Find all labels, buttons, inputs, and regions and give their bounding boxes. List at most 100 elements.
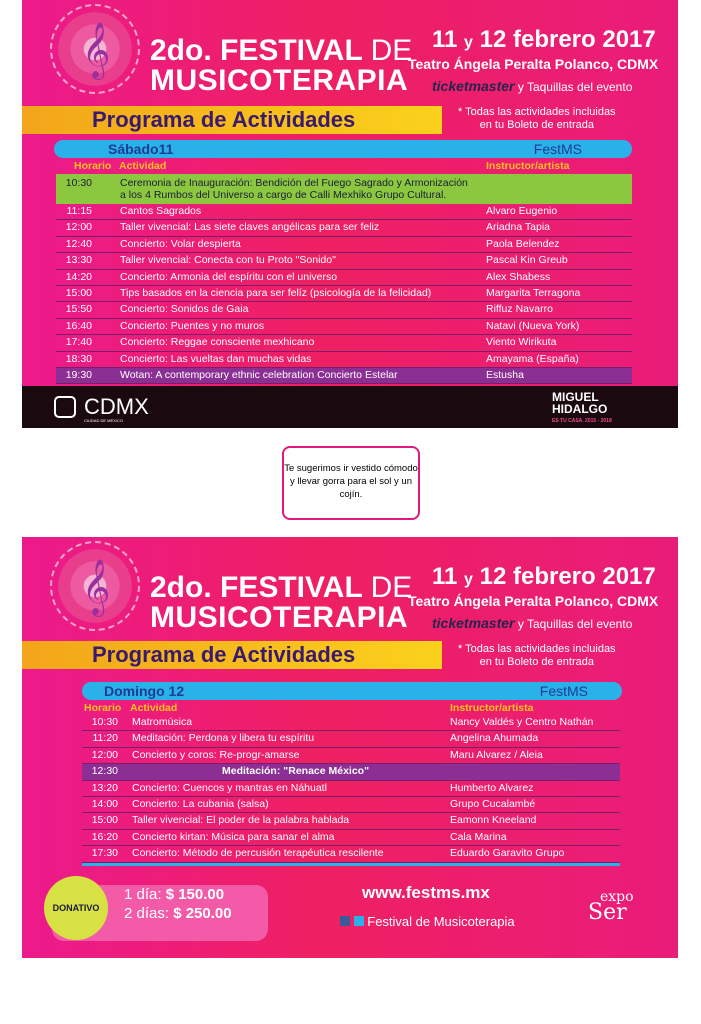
schedule-row: 17:30 Concierto: Método de percusión tera…: [82, 846, 620, 863]
schedule-row: 12:40 Concierto: Volar despierta Paola Bel…: [56, 237, 632, 254]
artist: Cala Marina: [450, 830, 507, 843]
activity: Cantos Sagrados: [120, 205, 202, 217]
activity: Taller vivencial: Conecta con tu Proto "…: [120, 254, 336, 267]
activity: Concierto: La cubania (salsa): [132, 797, 269, 810]
artist: Eduardo Garavito Grupo: [450, 847, 565, 860]
time: 10:30: [91, 716, 118, 728]
activity: Meditación: "Renace México": [222, 765, 370, 778]
artist: Alvaro Eugenio: [486, 205, 558, 217]
schedule-row: 14:20 Concierto: Armonia del espíritu con…: [56, 270, 632, 286]
activity: Concierto: Volar despierta: [120, 237, 241, 250]
activity: Concierto: Sonidos de Gaia: [120, 303, 249, 316]
venue: Teatro Ángela Peralta Polanco, CDMX: [408, 56, 659, 72]
artist: Grupo Cucalambé: [450, 797, 536, 810]
event-date: 11 y 12 febrero 2017: [432, 26, 656, 53]
schedule-row: 15:50 Concierto: Sonidos de Gaia Riffuz Na…: [56, 302, 632, 319]
artist: Estusha: [486, 368, 524, 381]
cdmx-sub: CIUDAD DE MÉXICO: [84, 418, 123, 423]
donativo-badge: DONATIVO: [44, 876, 108, 940]
activity: Concierto: Puentes y no muros: [120, 319, 265, 332]
schedule-row: 11:20 Meditación: Perdona y libera tu esp…: [82, 731, 620, 748]
schedule-row: 16:40 Concierto: Puentes y no muros Natavi…: [56, 319, 632, 336]
artist: Nancy Valdés y Centro Nathán: [450, 716, 594, 728]
mandala-logo: 𝄞: [50, 4, 140, 94]
schedule-row: 13:20 Concierto: Cuencos y mantras en Náh…: [82, 781, 620, 797]
artist: Humberto Alvarez: [450, 781, 534, 794]
activity: Tips basados en la ciencia para ser felí…: [120, 286, 432, 299]
schedule-row: 19:30 Wotan: A contemporary ethnic celebr…: [56, 367, 632, 385]
social-links[interactable]: Festival de Musicoterapia: [340, 914, 515, 929]
artist: Viento Wirikuta: [486, 336, 557, 349]
mandala-logo: 𝄞: [50, 541, 140, 631]
activity: Taller vivencial: Las siete claves angél…: [120, 221, 380, 234]
time: 13:30: [65, 254, 92, 267]
activity: Concierto kirtan: Música para sanar el a…: [132, 830, 335, 843]
artist: Paola Belendez: [486, 237, 560, 250]
flyer-saturday: 𝄞 2do. FESTIVAL DE MUSICOTERAPIA 11 y 12…: [22, 0, 678, 428]
artist: Margarita Terragona: [486, 286, 581, 299]
time: 12:30: [91, 765, 118, 778]
activity: Concierto: Método de percusión terapéuti…: [132, 847, 384, 860]
cdmx-logo: CDMX: [84, 394, 149, 419]
schedule-row: 12:30 Meditación: "Renace México": [82, 764, 620, 781]
time: 14:00: [91, 797, 118, 810]
time: 12:40: [65, 237, 92, 250]
venue: Teatro Ángela Peralta Polanco, CDMX: [408, 593, 659, 609]
footer-sponsors: CDMX CIUDAD DE MÉXICO MIGUEL HIDALGO ES TU…: [22, 386, 678, 428]
day-header: Sábado11 FestMS: [54, 140, 632, 158]
activity: Concierto: Armonia del espíritu con el u…: [120, 270, 338, 283]
activity: Concierto: Cuencos y mantras en Náhuatl: [132, 781, 327, 794]
artist: Alex Shabess: [486, 270, 551, 283]
ticket-info: ticketmaster y Taquillas del evento: [432, 615, 633, 631]
time: 19:30: [65, 368, 92, 381]
event-date: 11 y 12 febrero 2017: [432, 563, 656, 590]
schedule-row: 12:00 Concierto y coros: Re-progr-amarse M…: [82, 748, 620, 765]
col-artist: Instructor/artista: [486, 160, 570, 172]
artist: Natavi (Nueva York): [486, 319, 580, 332]
col-artist: Instructor/artista: [450, 702, 534, 714]
artist: Maru Alvarez / Aleia: [450, 748, 543, 761]
expo-ser-logo: expo Ser: [588, 889, 634, 925]
artist: Pascal Kin Greub: [486, 254, 568, 267]
activity: Taller vivencial: El poder de la palabra…: [132, 814, 350, 827]
activity: Concierto: Reggae consciente mexhicano: [120, 336, 315, 349]
website-link[interactable]: www.festms.mx: [362, 883, 490, 902]
day-header: Domingo 12 FestMS: [82, 682, 622, 700]
flyer-sunday: 𝄞 2do. FESTIVAL DE MUSICOTERAPIA 11 y 12…: [22, 537, 678, 958]
program-banner: Programa de Actividades: [22, 641, 442, 669]
time: 13:20: [91, 781, 118, 794]
time: 11:15: [66, 205, 93, 217]
col-time: Horario: [74, 160, 112, 172]
time: 17:30: [91, 847, 118, 860]
schedule-row: 11:15 Cantos Sagrados Alvaro Eugenio: [56, 204, 632, 221]
time: 10:30: [65, 177, 92, 189]
artist: Eamonn Kneeland: [450, 814, 537, 827]
schedule-row: 10:30 Ceremonia de Inauguración: Bendició…: [56, 174, 632, 204]
time: 15:50: [65, 303, 92, 316]
artist: Ariadna Tapia: [486, 221, 551, 234]
ticket-info: ticketmaster y Taquillas del evento: [432, 78, 633, 94]
artist: Amayama (España): [486, 352, 579, 365]
ticket-note: * Todas las actividades incluidas en tu B…: [458, 643, 616, 668]
activity: Concierto: Las vueltas dan muchas vidas: [120, 352, 312, 365]
schedule-row: 10:30 Matromúsica Nancy Valdés y Centro Na…: [82, 715, 620, 732]
time: 11:20: [92, 732, 119, 745]
time: 17:40: [65, 336, 92, 349]
activity: Matromúsica: [132, 716, 193, 728]
col-time: Horario: [84, 702, 122, 714]
schedule-row: 13:30 Taller vivencial: Conecta con tu Pr…: [56, 253, 632, 270]
program-banner: Programa de Actividades: [22, 106, 442, 134]
schedule-row: 17:40 Concierto: Reggae consciente mexhic…: [56, 335, 632, 352]
festival-title: 2do. FESTIVAL DE MUSICOTERAPIA: [150, 34, 413, 97]
col-activity: Actividad: [130, 702, 178, 714]
treble-clef-icon: 𝄞: [82, 22, 111, 78]
col-activity: Actividad: [119, 160, 167, 172]
schedule-sunday: 10:30 Matromúsica Nancy Valdés y Centro Na…: [82, 715, 620, 866]
festival-title: 2do. FESTIVAL DE MUSICOTERAPIA: [150, 571, 413, 634]
ticket-note: * Todas las actividades incluidas en tu B…: [458, 106, 616, 131]
time: 15:00: [65, 286, 92, 299]
facebook-icon[interactable]: [340, 916, 350, 926]
cdmx-shield-icon: [54, 396, 76, 418]
twitter-icon[interactable]: [353, 916, 364, 926]
time: 14:20: [65, 270, 92, 283]
